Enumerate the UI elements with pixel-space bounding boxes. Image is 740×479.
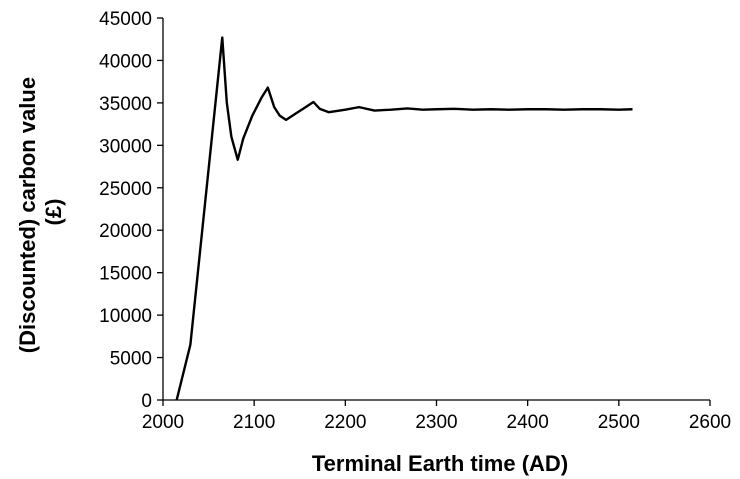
x-tick-label: 2000 bbox=[142, 412, 184, 433]
series-line bbox=[175, 36, 633, 401]
y-axis-title-line-1: (Discounted) carbon value bbox=[15, 77, 40, 353]
x-tick-label: 2600 bbox=[689, 412, 731, 433]
y-tick-label: 5000 bbox=[110, 349, 152, 370]
y-axis-ticks: 0 5000 10000 15000 20000 25000 30000 35000 40000… bbox=[99, 9, 163, 412]
x-tick-label: 2500 bbox=[598, 412, 640, 433]
x-tick-label: 2100 bbox=[233, 412, 275, 433]
x-axis-ticks: 2000 2100 2200 2300 2400 2500 2600 bbox=[142, 400, 731, 433]
y-tick-label: 15000 bbox=[99, 264, 152, 285]
y-tick-label: 20000 bbox=[99, 221, 152, 242]
y-axis-title: (Discounted) carbon value (£) bbox=[15, 71, 66, 353]
x-tick-label: 2200 bbox=[324, 412, 366, 433]
y-tick-label: 45000 bbox=[99, 9, 152, 30]
y-tick-label: 25000 bbox=[99, 179, 152, 200]
y-tick-label: 35000 bbox=[99, 94, 152, 115]
y-tick-label: 0 bbox=[141, 391, 152, 412]
y-tick-label: 40000 bbox=[99, 51, 152, 72]
y-tick-label: 10000 bbox=[99, 306, 152, 327]
y-axis-title-line-2: (£) bbox=[41, 199, 66, 226]
x-tick-label: 2300 bbox=[415, 412, 457, 433]
x-axis-title: Terminal Earth time (AD) bbox=[312, 451, 568, 476]
x-tick-label: 2400 bbox=[507, 412, 549, 433]
y-tick-label: 30000 bbox=[99, 136, 152, 157]
